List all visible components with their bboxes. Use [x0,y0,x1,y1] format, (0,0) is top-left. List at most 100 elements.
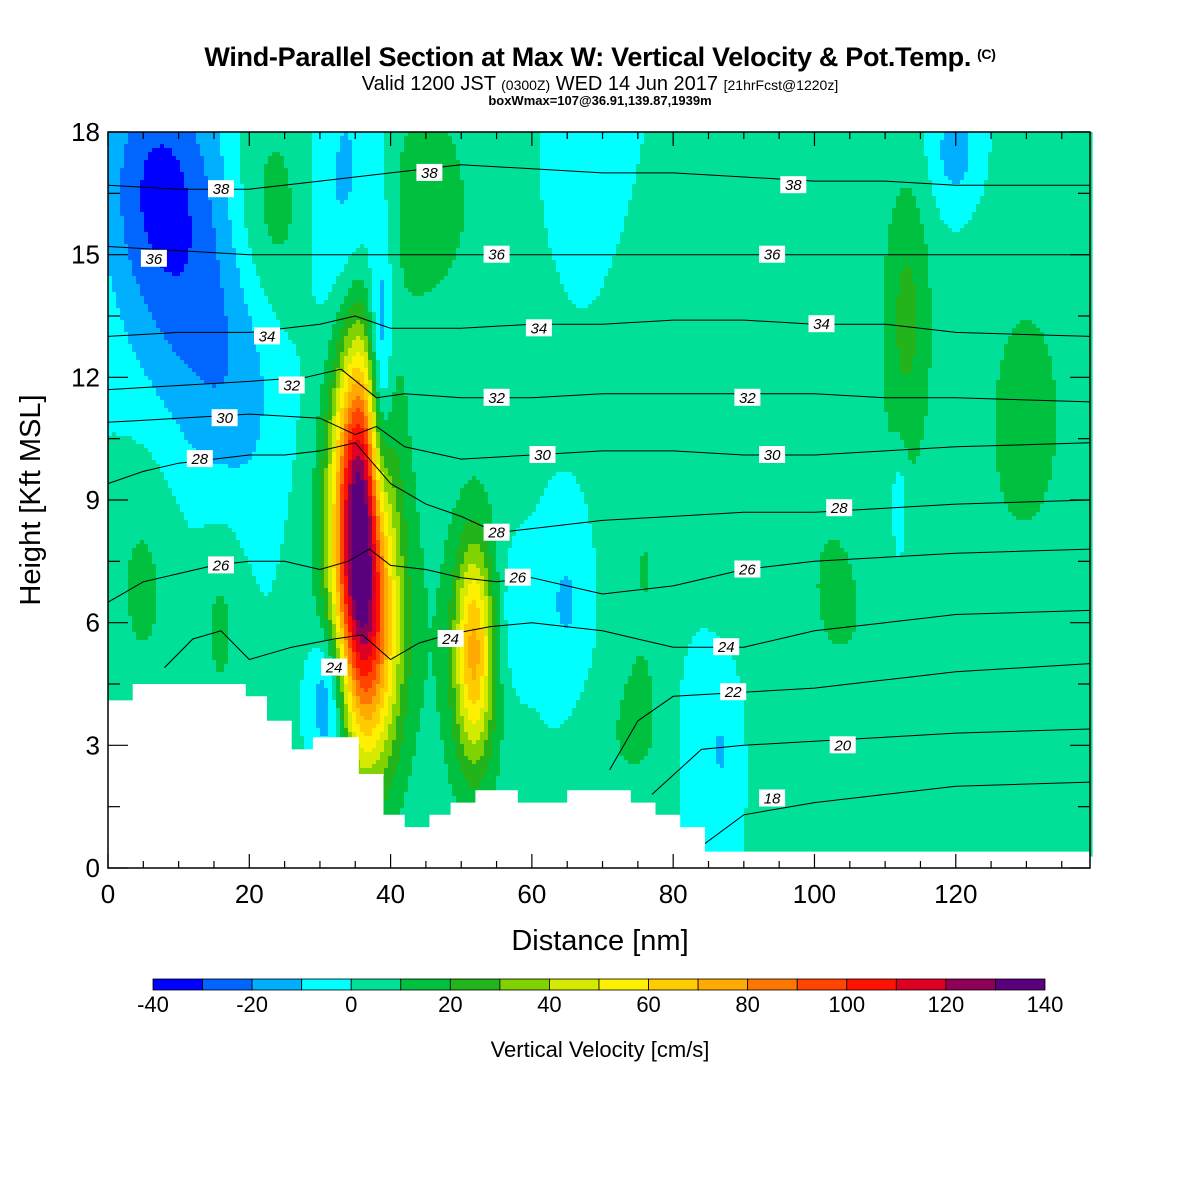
velocity-cell [748,136,753,141]
velocity-cell [352,144,357,149]
velocity-cell [988,140,993,145]
velocity-cell [236,136,241,141]
velocity-cell [196,140,201,145]
velocity-cell [340,136,345,141]
velocity-cell [604,136,609,141]
velocity-cell [544,136,549,141]
velocity-cell [1044,136,1049,141]
velocity-cell [588,140,593,145]
velocity-cell [400,140,405,145]
velocity-cell [292,136,297,141]
velocity-cell [432,144,437,149]
velocity-cell [796,136,801,141]
velocity-cell [1040,140,1045,145]
velocity-cell [896,136,901,141]
velocity-cell [640,136,645,141]
velocity-cell [724,140,729,145]
velocity-cell [264,136,269,141]
velocity-cell [364,140,369,145]
velocity-cell [804,140,809,145]
velocity-cell [1036,136,1041,141]
velocity-cell [1052,140,1057,145]
velocity-cell [772,140,777,145]
velocity-cell [912,136,917,141]
velocity-cell [548,136,553,141]
velocity-cell [788,140,793,145]
velocity-cell [928,140,933,145]
velocity-cell [464,140,469,145]
velocity-cell [892,136,897,141]
velocity-cell [372,144,377,149]
velocity-cell [124,136,129,141]
velocity-cell [816,140,821,145]
velocity-cell [616,136,621,141]
velocity-cell [912,140,917,145]
velocity-cell [804,136,809,141]
velocity-cell [612,140,617,145]
velocity-cell [412,140,417,145]
velocity-cell [128,144,133,149]
velocity-cell [420,144,425,149]
velocity-cell [248,144,253,149]
velocity-cell [1080,136,1085,141]
velocity-cell [848,140,853,145]
velocity-cell [784,136,789,141]
velocity-cell [716,140,721,145]
velocity-cell [968,136,973,141]
velocity-cell [1004,136,1009,141]
velocity-cell [436,144,441,149]
velocity-cell [240,136,245,141]
velocity-cell [580,136,585,141]
velocity-cell [328,136,333,141]
velocity-cell [376,140,381,145]
velocity-cell [876,136,881,141]
velocity-cell [480,136,485,141]
velocity-cell [332,140,337,145]
velocity-cell [244,136,249,141]
velocity-cell [328,140,333,145]
velocity-cell [712,136,717,141]
velocity-cell [760,140,765,145]
velocity-cell [720,140,725,145]
velocity-cell [344,144,349,149]
velocity-cell [596,140,601,145]
velocity-cell [904,136,909,141]
velocity-cell [628,136,633,141]
velocity-cell [380,144,385,149]
velocity-cell [800,136,805,141]
velocity-cell [540,136,545,141]
velocity-cell [232,144,237,149]
velocity-cell [1072,136,1077,141]
chart-svg: 38383836 36 3634 34 343232 323030 302828282626… [0,0,1200,1200]
velocity-cell [560,136,565,141]
velocity-cell [900,136,905,141]
velocity-cell [808,140,813,145]
velocity-cell [836,140,841,145]
velocity-cell [312,144,317,149]
velocity-cell [752,140,757,145]
velocity-cell [232,136,237,141]
velocity-cell [504,136,509,141]
velocity-cell [192,144,197,149]
velocity-cell [716,136,721,141]
velocity-cell [1020,140,1025,145]
velocity-cell [164,140,169,145]
velocity-cell [256,140,261,145]
velocity-cell [300,144,305,149]
velocity-cell [780,140,785,145]
velocity-cell [580,140,585,145]
velocity-cell [936,136,941,141]
velocity-cell [184,140,189,145]
velocity-cell [828,136,833,141]
velocity-cell [220,144,225,149]
velocity-cell [268,136,273,141]
velocity-cell [764,136,769,141]
velocity-cell [532,140,537,145]
velocity-cell [664,140,669,145]
velocity-cell [472,144,477,149]
velocity-cell [228,136,233,141]
velocity-cell [348,136,353,141]
velocity-cell [572,136,577,141]
velocity-cell [304,140,309,145]
velocity-cell [416,140,421,145]
